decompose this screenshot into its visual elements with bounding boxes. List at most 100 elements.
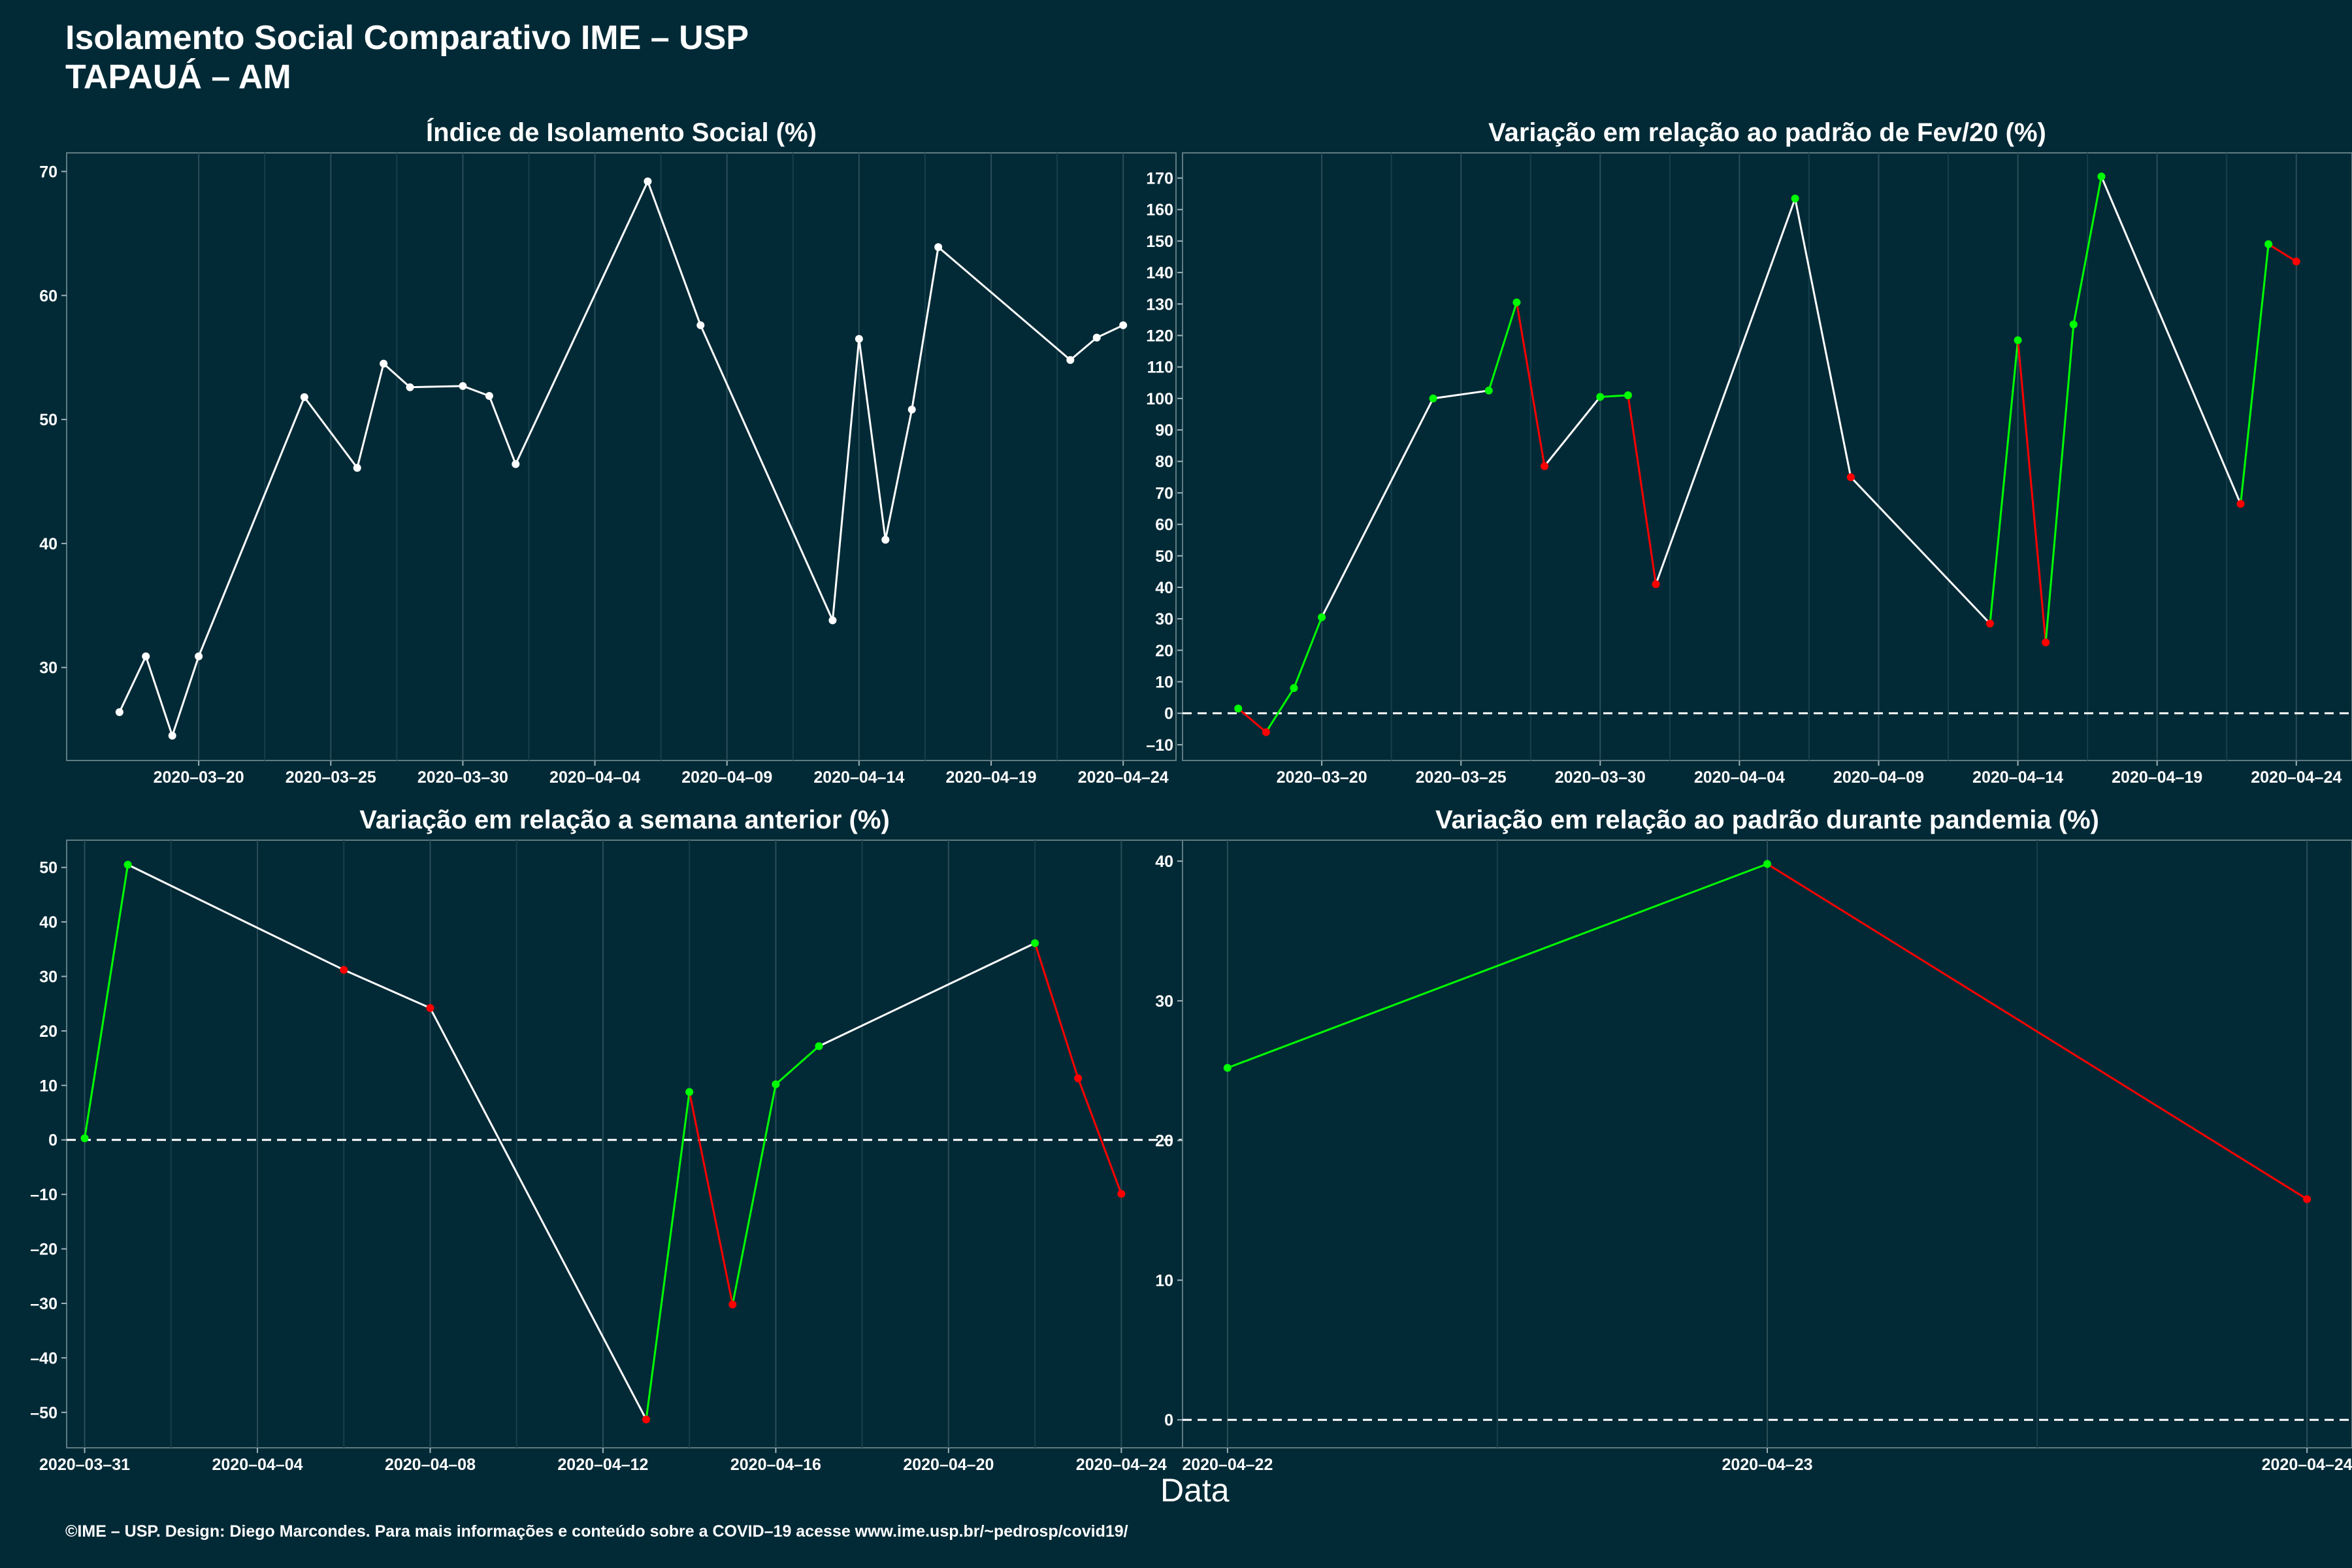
series-segment [1627, 395, 1658, 585]
data-point [1290, 684, 1298, 693]
data-point [828, 616, 837, 625]
isolation-index-chart: Índice de Isolamento Social (%) 2020–03–2… [39, 118, 1177, 787]
data-point [459, 382, 467, 390]
series-segment [144, 656, 174, 736]
data-point [772, 1080, 780, 1088]
data-point [685, 1088, 694, 1096]
data-point [2014, 336, 2022, 344]
title-line-1: Isolamento Social Comparativo IME – USP [65, 19, 749, 57]
data-point [934, 243, 943, 252]
y-tick-label: 40 [39, 913, 57, 932]
series-segment [197, 397, 306, 657]
x-tick-label: 2020–03–30 [1555, 768, 1646, 787]
y-tick-label: –40 [30, 1349, 57, 1367]
y-tick-label: 40 [1155, 579, 1173, 597]
x-tick-label: 2020–04–08 [385, 1456, 476, 1474]
y-tick-label: –30 [30, 1295, 57, 1313]
series-segment [1077, 1077, 1122, 1194]
data-point [1031, 939, 1039, 947]
data-point [815, 1042, 823, 1051]
x-tick-label: 2020–04–04 [549, 768, 640, 787]
series-segment [2100, 176, 2242, 504]
y-tick-label: 0 [48, 1132, 57, 1150]
series-segment [2240, 244, 2270, 504]
series-segment [1320, 398, 1434, 618]
y-tick-label: 70 [39, 163, 57, 181]
data-point [300, 393, 308, 401]
data-point [2236, 500, 2245, 508]
series-segment [1237, 708, 1267, 733]
panel-title: Variação em relação ao padrão de Fev/20 … [1488, 118, 2046, 147]
series-segment [1227, 862, 1768, 1069]
series-segment [2268, 243, 2297, 263]
data-point [1318, 613, 1326, 621]
data-point [2303, 1195, 2311, 1203]
series-segment [1794, 198, 1852, 478]
x-tick-label: 2020–04–14 [1972, 768, 2063, 787]
y-tick-label: 150 [1146, 233, 1173, 251]
panel-title: Variação em relação ao padrão durante pa… [1435, 806, 2099, 834]
y-tick-label: 20 [1155, 1132, 1173, 1151]
series-segment [1265, 687, 1295, 733]
y-tick-label: –10 [1146, 736, 1173, 755]
panel-title: Variação em relação a semana anterior (%… [359, 806, 890, 834]
panel-border [66, 840, 1183, 1448]
y-tick-label: 30 [39, 659, 57, 678]
data-point [380, 359, 388, 368]
x-tick-label: 2020–04–24 [1078, 768, 1169, 787]
y-tick-label: 100 [1146, 390, 1173, 408]
y-tick-label: 30 [1155, 992, 1173, 1011]
y-tick-label: 160 [1146, 201, 1173, 220]
x-tick-label: 2020–04–12 [557, 1456, 648, 1474]
data-point [115, 708, 123, 716]
data-point [881, 536, 890, 544]
data-point [1791, 194, 1799, 203]
y-tick-label: 0 [1164, 1411, 1173, 1429]
y-tick-label: 120 [1146, 327, 1173, 345]
series-segment [462, 385, 490, 397]
data-point [1234, 704, 1243, 713]
data-point [80, 1134, 89, 1143]
y-tick-label: 30 [1155, 610, 1173, 629]
y-tick-label: 10 [1155, 1271, 1173, 1290]
data-point [1596, 393, 1605, 401]
series-segment [1488, 302, 1518, 391]
x-axis-label: Data [1160, 1472, 1230, 1509]
data-point [195, 652, 203, 661]
x-tick-label: 2020–04–23 [1722, 1456, 1812, 1474]
x-tick-label: 2020–04–14 [813, 768, 904, 787]
data-point [353, 464, 361, 472]
data-point [512, 460, 520, 468]
series-segment [84, 864, 129, 1139]
series-segment [343, 969, 431, 1009]
data-point [1066, 355, 1075, 364]
series-segment [775, 1045, 820, 1085]
y-tick-label: 20 [1155, 642, 1173, 660]
data-point [696, 321, 705, 329]
x-tick-label: 2020–04–24 [2262, 1456, 2352, 1474]
y-tick-label: 60 [1155, 516, 1173, 534]
series-segment [1096, 324, 1124, 339]
y-tick-label: –20 [30, 1241, 57, 1259]
data-point [1846, 473, 1855, 482]
y-tick-label: 80 [1155, 453, 1173, 471]
variation-pandemic-chart: Variação em relação ao padrão durante pa… [1155, 806, 2352, 1474]
data-point [728, 1300, 737, 1309]
panel-title: Índice de Isolamento Social (%) [426, 118, 817, 147]
series-segment [2072, 176, 2102, 325]
series-segment [1070, 336, 1098, 361]
series-segment [1515, 302, 1546, 466]
title-line-2: TAPAUÁ – AM [65, 58, 291, 96]
main-title: Isolamento Social Comparativo IME – USP … [65, 18, 749, 97]
data-point [340, 966, 348, 974]
data-point [2097, 172, 2106, 181]
series-segment [911, 247, 939, 410]
x-tick-label: 2020–03–20 [1277, 768, 1367, 787]
series-segment [645, 1092, 691, 1420]
data-point [1985, 619, 1994, 628]
series-segment [410, 385, 463, 389]
x-tick-label: 2020–04–04 [1694, 768, 1785, 787]
series-segment [2017, 340, 2047, 643]
series-segment [1767, 863, 2308, 1200]
data-point [426, 1004, 434, 1012]
